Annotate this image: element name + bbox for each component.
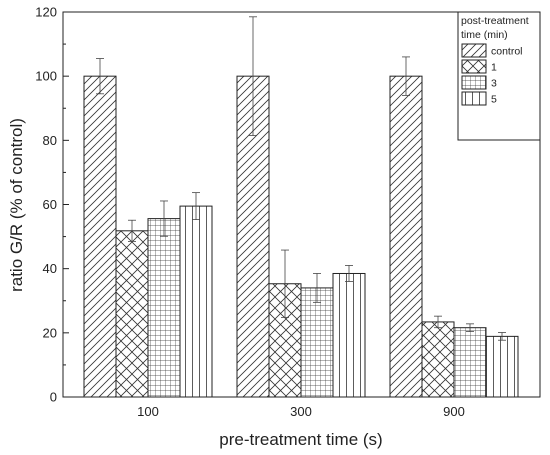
bar-5-900 bbox=[485, 335, 519, 398]
legend-swatch-1 bbox=[461, 59, 487, 74]
bar-1-100 bbox=[115, 230, 149, 398]
bar-5-100 bbox=[179, 205, 213, 398]
legend-title-line2: time (min) bbox=[461, 29, 508, 41]
error-bar-control-100 bbox=[96, 58, 104, 95]
x-axis-title: pre-treatment time (s) bbox=[219, 430, 382, 449]
legend-label-1: 1 bbox=[491, 62, 497, 74]
bar-3-300 bbox=[300, 287, 334, 398]
error-bar-3-300 bbox=[313, 273, 321, 303]
bar-3-100 bbox=[147, 218, 181, 398]
legend: post-treatment time (min) control 1 3 5 bbox=[457, 11, 541, 141]
legend-swatch-3 bbox=[461, 75, 487, 90]
y-tick-label-100: 100 bbox=[35, 69, 57, 84]
error-bar-5-300 bbox=[345, 265, 353, 282]
y-tick-label-120: 120 bbox=[35, 5, 57, 20]
legend-frame bbox=[457, 11, 541, 141]
legend-swatch-5 bbox=[461, 91, 487, 106]
error-bar-5-900 bbox=[498, 332, 506, 341]
y-tick-label-20: 20 bbox=[43, 325, 57, 340]
error-bar-1-900 bbox=[434, 315, 442, 329]
bar-5-300 bbox=[332, 272, 366, 398]
y-tick-label-60: 60 bbox=[43, 197, 57, 212]
x-tick-label-900: 900 bbox=[443, 404, 465, 419]
bar-control-900 bbox=[389, 75, 423, 398]
bar-1-900 bbox=[421, 321, 455, 398]
error-bar-1-300 bbox=[281, 249, 289, 318]
bars-group bbox=[83, 75, 519, 398]
legend-swatch-control bbox=[461, 43, 487, 58]
legend-label-control: control bbox=[491, 46, 523, 58]
legend-label-3: 3 bbox=[491, 78, 497, 90]
error-bar-3-100 bbox=[160, 200, 168, 237]
error-bar-1-100 bbox=[128, 219, 136, 242]
error-bars-group bbox=[96, 16, 506, 341]
legend-title-line1: post-treatment bbox=[461, 15, 529, 27]
x-tick-label-100: 100 bbox=[137, 404, 159, 419]
legend-label-5: 5 bbox=[491, 94, 497, 106]
y-tick-label-80: 80 bbox=[43, 133, 57, 148]
bar-control-100 bbox=[83, 75, 117, 398]
y-tick-label-40: 40 bbox=[43, 261, 57, 276]
y-tick-label-0: 0 bbox=[50, 390, 57, 405]
x-tick-label-300: 300 bbox=[290, 404, 312, 419]
error-bar-5-100 bbox=[192, 192, 200, 220]
legend-items: control 1 3 5 bbox=[461, 43, 523, 106]
error-bar-3-900 bbox=[466, 323, 474, 332]
error-bar-control-300 bbox=[249, 16, 257, 136]
y-axis-title: ratio G/R (% of control) bbox=[7, 118, 26, 292]
y-axis: 0 20 40 60 80 100 120 bbox=[35, 5, 69, 405]
bar-3-900 bbox=[453, 327, 487, 398]
x-axis: 100 300 900 bbox=[137, 391, 465, 419]
error-bar-control-900 bbox=[402, 56, 410, 96]
